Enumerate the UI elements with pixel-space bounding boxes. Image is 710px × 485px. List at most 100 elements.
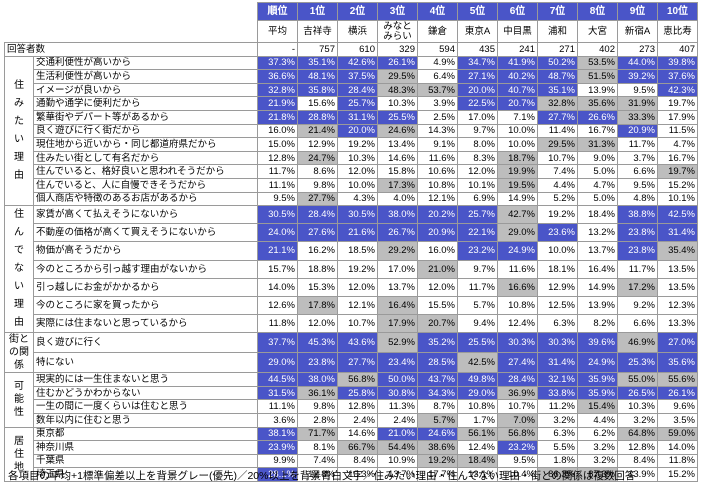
value-cell: 30.3%	[537, 332, 578, 354]
table-row: 千葉県 9.9% 7.4% 8.4% 10.9% 19.2% 18.4% 9.5% 1.8% 3.…	[5, 453, 698, 469]
value-cell: 10.3%	[337, 150, 378, 166]
value-cell: 13.3%	[657, 313, 698, 334]
value-cell: 16.7%	[577, 123, 618, 139]
value-cell: 37.5%	[337, 69, 378, 84]
row-label: 千葉県	[33, 453, 258, 469]
value-cell: 17.2%	[617, 277, 658, 297]
value-cell: 15.2%	[657, 467, 698, 482]
value-cell: 11.7%	[617, 259, 658, 279]
value-cell: 20.2%	[417, 205, 458, 225]
category-label: 住みたい理由	[4, 55, 34, 207]
value-cell: 32.8%	[257, 82, 298, 98]
value-cell: 9.2%	[617, 295, 658, 315]
rank-header-cell: 10位	[657, 2, 698, 21]
value-cell: 52.9%	[377, 332, 418, 354]
value-cell: 35.6%	[577, 96, 618, 111]
value-cell: 10.7%	[497, 399, 538, 414]
value-cell: 12.8%	[337, 399, 378, 414]
value-cell: 20.0%	[337, 123, 378, 139]
value-cell: 19.5%	[497, 177, 538, 193]
value-cell: 13.5%	[657, 277, 698, 297]
row-label: 実際には住まないと思っているから	[33, 313, 258, 334]
value-cell: 21.4%	[297, 123, 338, 139]
value-cell: 12.8%	[617, 440, 658, 455]
value-cell: 9.5%	[257, 191, 298, 207]
value-cell: 6.6%	[617, 313, 658, 334]
row-label: 交通利便性が高いから	[33, 55, 258, 71]
value-cell: 6.3%	[537, 313, 578, 334]
value-cell: 13.9%	[577, 82, 618, 98]
value-cell: 9.8%	[297, 399, 338, 414]
value-cell: 10.8%	[457, 399, 498, 414]
value-cell: 18.1%	[537, 259, 578, 279]
respondents-value: 329	[377, 42, 418, 57]
value-cell: 12.5%	[537, 295, 578, 315]
rank-header-cell: 7位	[537, 2, 578, 21]
value-cell: 20.9%	[617, 123, 658, 139]
value-cell: 56.1%	[457, 426, 498, 442]
value-cell: 9.1%	[417, 137, 458, 152]
value-cell: 28.4%	[337, 82, 378, 98]
value-cell: 11.5%	[657, 123, 698, 139]
row-label: 現実的には一生住まないと思う	[33, 372, 258, 387]
value-cell: 27.7%	[297, 191, 338, 207]
value-cell: 26.1%	[377, 55, 418, 71]
value-cell: 55.0%	[617, 372, 658, 387]
value-cell: 20.0%	[457, 82, 498, 98]
value-cell: 12.3%	[657, 295, 698, 315]
value-cell: 30.8%	[377, 385, 418, 401]
value-cell: 12.0%	[297, 313, 338, 334]
table-row: イメージが良いから 32.8% 35.8% 28.4% 48.3% 53.7% 20.0% 4…	[5, 82, 698, 98]
value-cell: 21.8%	[257, 109, 298, 125]
value-cell: 12.0%	[337, 164, 378, 179]
value-cell: 36.6%	[257, 69, 298, 84]
row-label: 現住地から近いから・同じ都道府県だから	[33, 137, 258, 152]
value-cell: 10.7%	[337, 313, 378, 334]
value-cell: 31.3%	[577, 137, 618, 152]
value-cell: 29.0%	[497, 223, 538, 243]
category-label: 住んでない理由	[4, 205, 34, 334]
value-cell: 12.4%	[497, 313, 538, 334]
value-cell: 44.5%	[257, 372, 298, 387]
value-cell: 15.7%	[257, 259, 298, 279]
value-cell: 2.5%	[417, 109, 458, 125]
value-cell: 37.6%	[657, 69, 698, 84]
value-cell: 25.3%	[617, 352, 658, 374]
respondents-value: 610	[337, 42, 378, 57]
value-cell: 13.7%	[577, 241, 618, 261]
respondents-value: 435	[457, 42, 498, 57]
value-cell: 87.3%	[577, 467, 618, 482]
value-cell: 5.5%	[537, 440, 578, 455]
value-cell: 18.7%	[497, 150, 538, 166]
value-cell: 4.7%	[657, 137, 698, 152]
value-cell: 31.9%	[617, 96, 658, 111]
value-cell: 18.4%	[577, 205, 618, 225]
row-label: 今のところから引っ越す理由がないから	[33, 259, 258, 279]
value-cell: 11.4%	[537, 123, 578, 139]
rank-header-cell: 6位	[497, 2, 538, 21]
value-cell: 29.2%	[377, 241, 418, 261]
value-cell: 11.8%	[257, 313, 298, 334]
town-header-cell: 東京A	[457, 20, 498, 43]
value-cell: 48.1%	[297, 69, 338, 84]
value-cell: 19.2%	[337, 259, 378, 279]
value-cell: 20.7%	[497, 96, 538, 111]
value-cell: 46.9%	[617, 332, 658, 354]
row-label: 住むかどうかわからない	[33, 385, 258, 401]
row-label: 引っ越しにお金がかかるから	[33, 277, 258, 297]
value-cell: 30.5%	[337, 205, 378, 225]
row-label: 一生の間に一度くらいは住むと思う	[33, 399, 258, 414]
value-cell: 13.9%	[577, 295, 618, 315]
table-row: 可能性 現実的には一生住まないと思う 44.5% 38.0% 56.8% 50.0% 43.…	[4, 372, 698, 428]
table-row: 個人商店や特徴のあるお店があるから 9.5% 27.7% 4.3% 4.0% 12.1% 6…	[5, 191, 698, 207]
value-cell: 12.8%	[257, 150, 298, 166]
value-cell: 5.0%	[577, 191, 618, 207]
value-cell: 27.7%	[337, 352, 378, 374]
table-row: 今のところに家を買ったから 12.6% 17.8% 12.1% 16.4% 15.5% 5.…	[5, 295, 698, 315]
value-cell: 31.1%	[337, 109, 378, 125]
footnote: 各項目の平均+1標準偏差以上を背景グレー(優先)／20%以上を背景青白文字／住み…	[8, 470, 636, 482]
value-cell: 71.7%	[297, 426, 338, 442]
value-cell: 10.6%	[417, 164, 458, 179]
value-cell: 25.7%	[457, 205, 498, 225]
value-cell: 3.2%	[537, 412, 578, 428]
